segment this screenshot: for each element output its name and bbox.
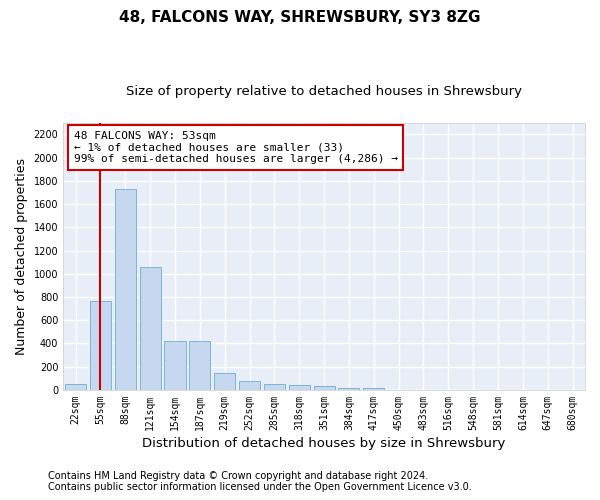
- Text: Contains HM Land Registry data © Crown copyright and database right 2024.
Contai: Contains HM Land Registry data © Crown c…: [48, 471, 472, 492]
- Bar: [363, 388, 385, 390]
- Text: 48, FALCONS WAY, SHREWSBURY, SY3 8ZG: 48, FALCONS WAY, SHREWSBURY, SY3 8ZG: [119, 10, 481, 25]
- Bar: [140, 267, 161, 390]
- Bar: [239, 380, 260, 390]
- Bar: [189, 341, 211, 390]
- Bar: [264, 384, 285, 390]
- Text: 48 FALCONS WAY: 53sqm
← 1% of detached houses are smaller (33)
99% of semi-detac: 48 FALCONS WAY: 53sqm ← 1% of detached h…: [74, 131, 398, 164]
- Title: Size of property relative to detached houses in Shrewsbury: Size of property relative to detached ho…: [126, 85, 522, 98]
- Bar: [289, 386, 310, 390]
- Bar: [214, 372, 235, 390]
- Bar: [65, 384, 86, 390]
- Bar: [90, 300, 111, 390]
- Y-axis label: Number of detached properties: Number of detached properties: [15, 158, 28, 355]
- X-axis label: Distribution of detached houses by size in Shrewsbury: Distribution of detached houses by size …: [142, 437, 506, 450]
- Bar: [338, 388, 359, 390]
- Bar: [314, 386, 335, 390]
- Bar: [164, 341, 185, 390]
- Bar: [115, 189, 136, 390]
